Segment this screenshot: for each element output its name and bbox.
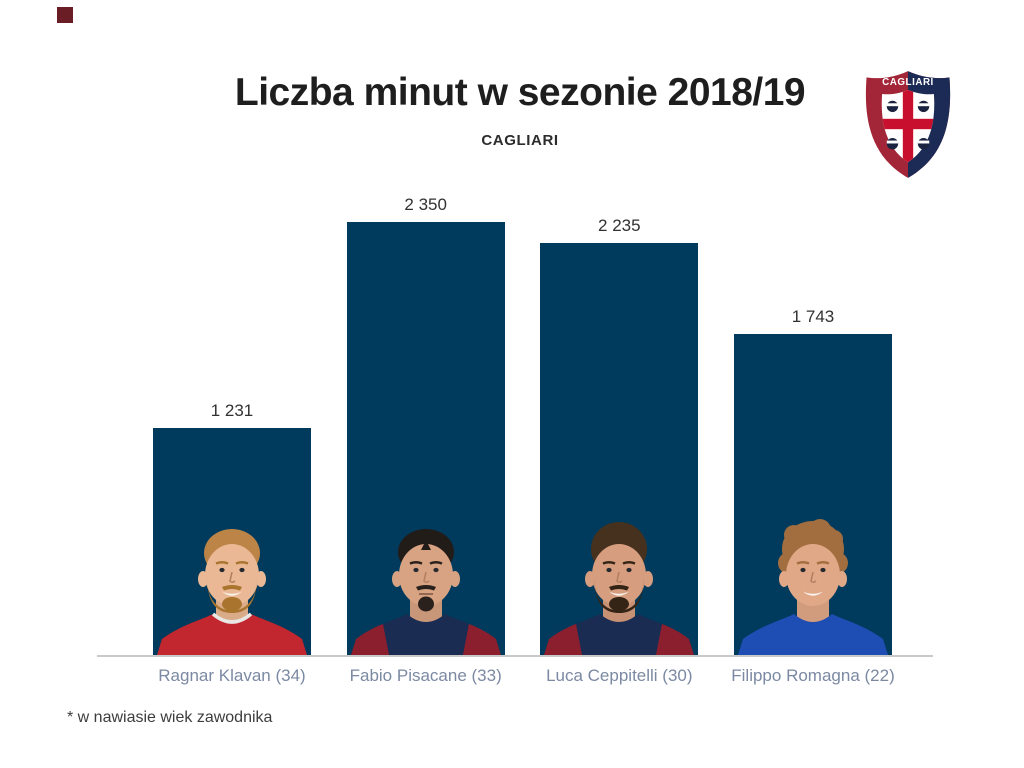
page-subtitle: CAGLIARI (481, 131, 559, 149)
bar-value-label: 2 235 (598, 216, 641, 235)
player-photo (157, 529, 307, 655)
crest-cross (882, 89, 934, 163)
player-name-label: Filippo Romagna (22) (731, 666, 895, 685)
crest-text: CAGLIARI (882, 77, 934, 88)
bar-value-label: 2 350 (404, 195, 447, 214)
player-photo (351, 529, 501, 655)
cagliari-crest-logo: CAGLIARI (856, 66, 960, 182)
player-photo (544, 522, 694, 655)
bar (347, 222, 505, 655)
page-title: Liczba minut w sezonie 2018/19 (234, 71, 806, 114)
player-name-label: Fabio Pisacane (33) (349, 666, 502, 685)
bar (734, 334, 892, 655)
bar (540, 243, 698, 655)
bar (153, 428, 311, 655)
player-name-label: Luca Ceppitelli (30) (546, 666, 693, 685)
bar-value-label: 1 743 (791, 307, 835, 326)
player-photo (738, 519, 888, 655)
footnote: * w nawiasie wiek zawodnika (67, 709, 273, 726)
x-axis-line (97, 655, 933, 657)
chart-header: Liczba minut w sezonie 2018/19 CAGLIARI (105, 71, 935, 149)
accent-square (57, 7, 73, 23)
player-name-label: Ragnar Klavan (34) (158, 666, 306, 685)
crest-moor-heads (886, 100, 930, 150)
bar-value-label: 1 231 (210, 401, 254, 420)
